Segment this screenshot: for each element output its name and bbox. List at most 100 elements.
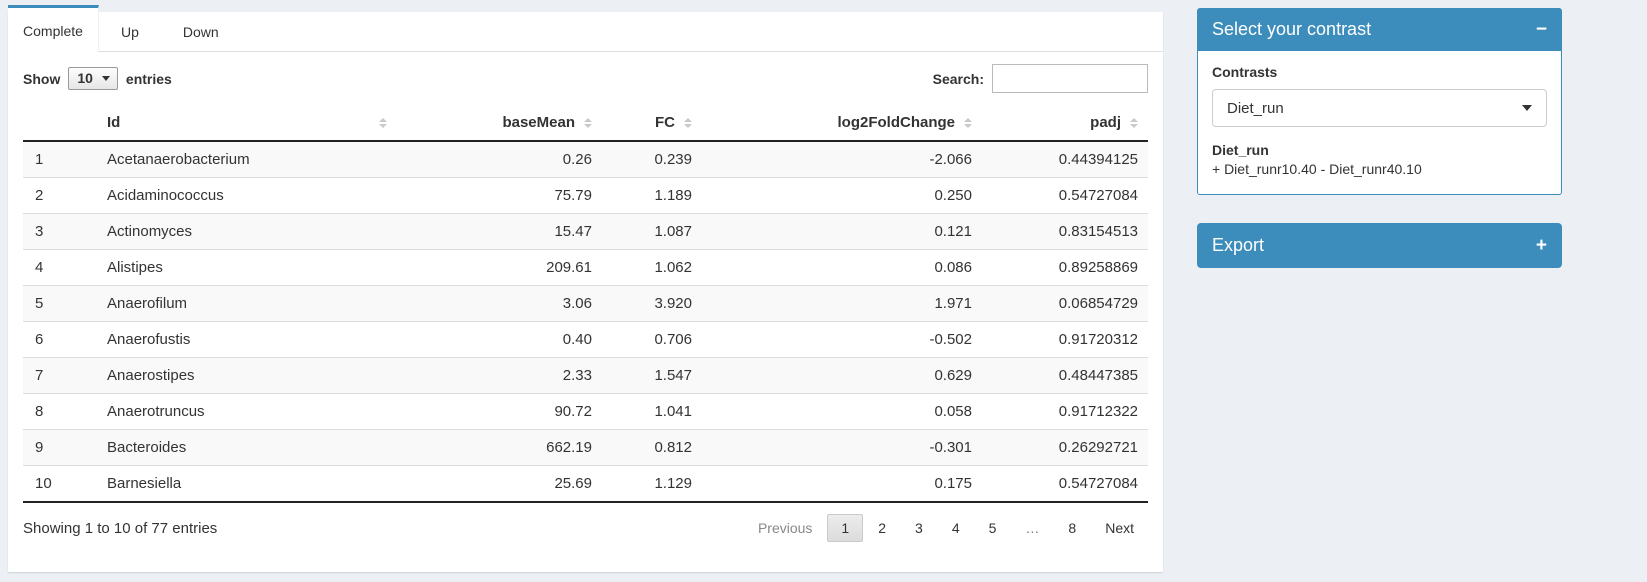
- table-row[interactable]: 9 Bacteroides 662.19 0.812 -0.301 0.2629…: [23, 429, 1148, 466]
- cell-padj: 0.06854729: [982, 285, 1148, 322]
- cell-id: Anaerotruncus: [107, 393, 397, 430]
- cell-rownum: 2: [23, 177, 107, 214]
- cell-basemean: 2.33: [397, 357, 602, 394]
- show-label: Show: [23, 70, 61, 87]
- cell-fc: 1.087: [602, 213, 702, 250]
- page-length-control: Show 10 entries: [23, 67, 172, 90]
- pagination-page-5[interactable]: 5: [988, 520, 997, 536]
- cell-rownum: 8: [23, 393, 107, 430]
- cell-log2foldchange: 0.175: [702, 465, 982, 503]
- table-row[interactable]: 6 Anaerofustis 0.40 0.706 -0.502 0.91720…: [23, 321, 1148, 358]
- cell-padj: 0.83154513: [982, 213, 1148, 250]
- sort-icon: [584, 117, 592, 128]
- tab-complete[interactable]: Complete: [8, 5, 99, 53]
- header-fc-label: FC: [655, 114, 675, 131]
- cell-fc: 0.706: [602, 321, 702, 358]
- cell-fc: 3.920: [602, 285, 702, 322]
- contrast-name: Diet_run: [1212, 142, 1269, 158]
- table-body: 1 Acetanaerobacterium 0.26 0.239 -2.066 …: [23, 141, 1148, 503]
- cell-padj: 0.44394125: [982, 141, 1148, 178]
- page-length-select[interactable]: 10: [68, 67, 118, 90]
- header-id-label: Id: [107, 114, 121, 131]
- contrast-panel-body: Contrasts Diet_run Diet_run + Diet_runr1…: [1197, 51, 1562, 195]
- table-row[interactable]: 2 Acidaminococcus 75.79 1.189 0.250 0.54…: [23, 177, 1148, 214]
- pagination-page-3[interactable]: 3: [915, 520, 923, 536]
- pagination-pages: 1 2 3 4 5 … 8: [826, 514, 1090, 542]
- table-row[interactable]: 8 Anaerotruncus 90.72 1.041 0.058 0.9171…: [23, 393, 1148, 430]
- sort-icon: [684, 117, 692, 128]
- header-padj[interactable]: padj: [982, 105, 1148, 142]
- results-tab-box: Complete Up Down Show 10 entries Search:: [8, 5, 1163, 572]
- pagination-page-2[interactable]: 2: [878, 520, 887, 536]
- cell-id: Acidaminococcus: [107, 177, 397, 214]
- cell-basemean: 3.06: [397, 285, 602, 322]
- pagination-page-4[interactable]: 4: [951, 520, 960, 536]
- cell-basemean: 209.61: [397, 249, 602, 286]
- collapse-minus-icon[interactable]: −: [1535, 19, 1547, 40]
- cell-fc: 1.547: [602, 357, 702, 394]
- header-fc[interactable]: FC: [602, 105, 702, 142]
- cell-fc: 1.189: [602, 177, 702, 214]
- contrast-select[interactable]: Diet_run: [1212, 89, 1547, 127]
- table-row[interactable]: 10 Barnesiella 25.69 1.129 0.175 0.54727…: [23, 465, 1148, 503]
- contrast-formula: + Diet_runr10.40 - Diet_runr40.10: [1212, 161, 1422, 177]
- pagination: Previous 1 2 3 4 5 … 8 Next: [743, 514, 1148, 542]
- table-row[interactable]: 4 Alistipes 209.61 1.062 0.086 0.8925886…: [23, 249, 1148, 286]
- header-log2foldchange[interactable]: log2FoldChange: [702, 105, 982, 142]
- table-row[interactable]: 3 Actinomyces 15.47 1.087 0.121 0.831545…: [23, 213, 1148, 250]
- cell-rownum: 9: [23, 429, 107, 466]
- cell-basemean: 75.79: [397, 177, 602, 214]
- sort-icon: [379, 117, 387, 128]
- cell-id: Actinomyces: [107, 213, 397, 250]
- table-row[interactable]: 1 Acetanaerobacterium 0.26 0.239 -2.066 …: [23, 141, 1148, 178]
- header-padj-label: padj: [1090, 114, 1121, 131]
- cell-padj: 0.91720312: [982, 321, 1148, 358]
- table-row[interactable]: 5 Anaerofilum 3.06 3.920 1.971 0.0685472…: [23, 285, 1148, 322]
- cell-basemean: 662.19: [397, 429, 602, 466]
- cell-id: Anaerofustis: [107, 321, 397, 358]
- table-info: Showing 1 to 10 of 77 entries: [23, 519, 218, 537]
- cell-log2foldchange: -0.301: [702, 429, 982, 466]
- cell-log2foldchange: 1.971: [702, 285, 982, 322]
- cell-padj: 0.48447385: [982, 357, 1148, 394]
- cell-rownum: 5: [23, 285, 107, 322]
- header-basemean[interactable]: baseMean: [397, 105, 602, 142]
- cell-id: Bacteroides: [107, 429, 397, 466]
- caret-down-icon: [101, 75, 110, 81]
- search-input[interactable]: [992, 64, 1148, 93]
- header-rownum: [23, 105, 107, 142]
- cell-rownum: 7: [23, 357, 107, 394]
- search-control: Search:: [933, 64, 1148, 93]
- cell-log2foldchange: 0.086: [702, 249, 982, 286]
- header-id[interactable]: Id: [107, 105, 397, 142]
- contrast-panel: Select your contrast − Contrasts Diet_ru…: [1197, 8, 1562, 195]
- expand-plus-icon[interactable]: +: [1535, 235, 1547, 256]
- pagination-next[interactable]: Next: [1105, 520, 1134, 536]
- sort-icon: [1130, 117, 1138, 128]
- pagination-page-8[interactable]: 8: [1068, 520, 1077, 536]
- cell-basemean: 0.26: [397, 141, 602, 178]
- cell-basemean: 90.72: [397, 393, 602, 430]
- cell-fc: 1.041: [602, 393, 702, 430]
- table-row[interactable]: 7 Anaerostipes 2.33 1.547 0.629 0.484473…: [23, 357, 1148, 394]
- header-log2foldchange-label: log2FoldChange: [837, 114, 956, 131]
- cell-log2foldchange: -0.502: [702, 321, 982, 358]
- cell-log2foldchange: 0.121: [702, 213, 982, 250]
- tab-up[interactable]: Up: [99, 12, 161, 51]
- cell-log2foldchange: -2.066: [702, 141, 982, 178]
- table-controls: Show 10 entries Search:: [23, 64, 1148, 93]
- sort-icon: [964, 117, 972, 128]
- pagination-ellipsis: …: [1025, 520, 1040, 536]
- export-panel-header[interactable]: Export +: [1197, 223, 1562, 268]
- search-label: Search:: [932, 70, 984, 87]
- caret-down-icon: [1522, 105, 1532, 111]
- cell-fc: 1.062: [602, 249, 702, 286]
- pagination-page-1[interactable]: 1: [827, 514, 864, 542]
- cell-padj: 0.26292721: [982, 429, 1148, 466]
- tab-down[interactable]: Down: [161, 12, 241, 51]
- cell-padj: 0.91712322: [982, 393, 1148, 430]
- cell-rownum: 3: [23, 213, 107, 250]
- cell-id: Acetanaerobacterium: [107, 141, 397, 178]
- page-length-value: 10: [77, 70, 93, 86]
- pagination-previous[interactable]: Previous: [757, 520, 813, 536]
